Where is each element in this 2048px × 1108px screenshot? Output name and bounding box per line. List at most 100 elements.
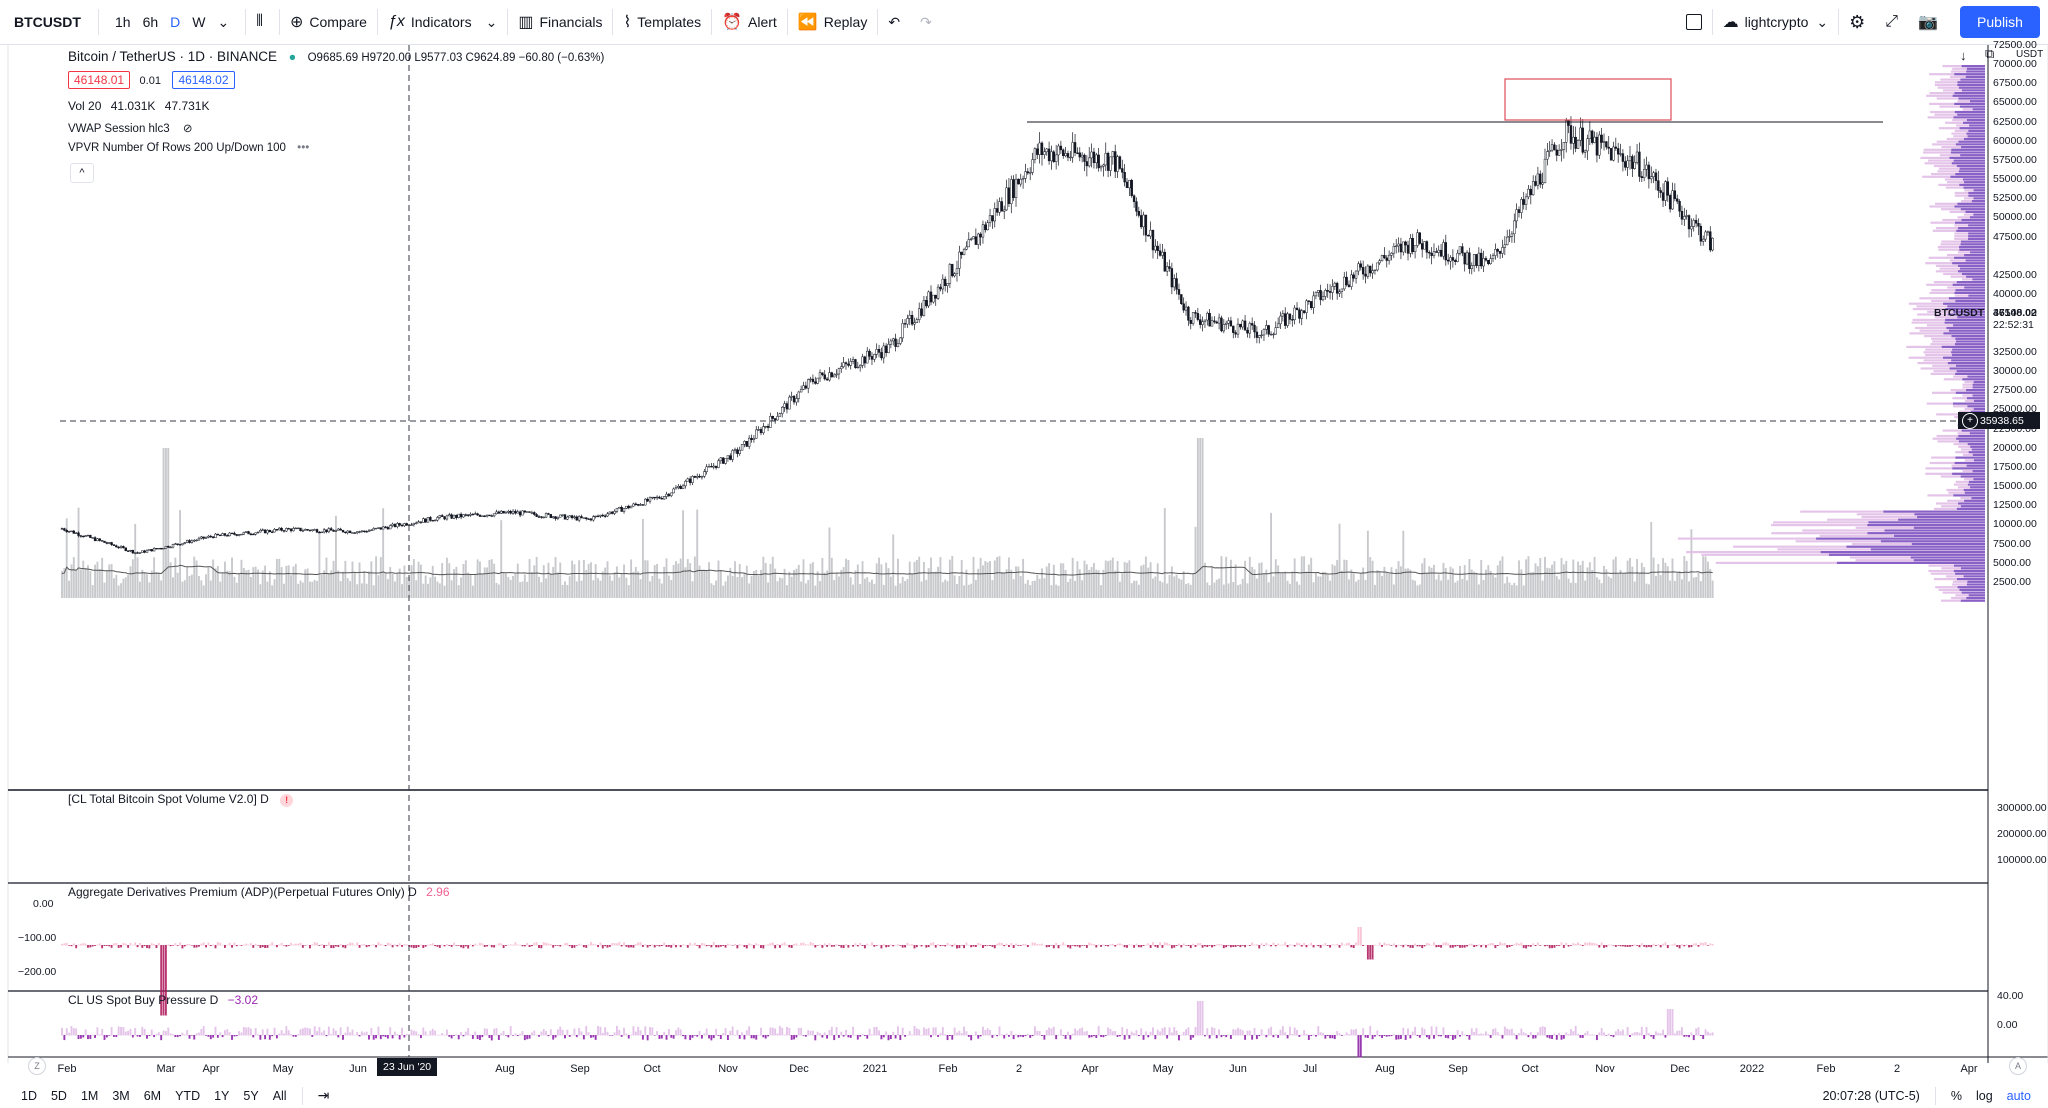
volume-bar [1409, 569, 1412, 598]
indicators-button[interactable]: ƒx Indicators ⌄ [378, 0, 507, 44]
volume-bar [1428, 566, 1431, 598]
timeframe-6h[interactable]: 6h [142, 14, 159, 30]
volume-bar [566, 584, 569, 598]
redo-button[interactable]: ↷ [910, 0, 942, 44]
range-ytd[interactable]: YTD [175, 1088, 201, 1103]
auto-toggle[interactable]: auto [2006, 1088, 2031, 1103]
chevron-down-icon[interactable]: ⌄ [485, 13, 498, 30]
layout-name-button[interactable]: ☁ lightcrypto ⌄ [1713, 0, 1839, 44]
range-1d[interactable]: 1D [21, 1088, 37, 1103]
vpvr-row [1947, 499, 1985, 502]
chevron-down-icon[interactable]: ⌄ [217, 13, 230, 30]
adp-bar [70, 945, 73, 947]
candle [1470, 262, 1473, 275]
buy-pressure-bar [594, 1035, 597, 1040]
drawings[interactable] [1027, 78, 1883, 123]
price-tick-label: 55000.00 [1993, 173, 2037, 186]
buy-pressure-bar [1291, 1033, 1294, 1036]
timeframe-w[interactable]: W [192, 14, 206, 30]
clock[interactable]: 20:07:28 (UTC-5) [1822, 1088, 1920, 1103]
buy-pressure-bar [495, 1028, 498, 1036]
log-toggle[interactable]: log [1975, 1088, 1993, 1103]
layout-button[interactable] [1676, 0, 1712, 44]
financials-button[interactable]: ▥ Financials [508, 0, 612, 44]
eye-off-icon[interactable]: ⊘ [182, 123, 193, 135]
range-1y[interactable]: 1Y [214, 1088, 230, 1103]
candle [599, 514, 602, 518]
adp-bar [691, 944, 694, 946]
vpvr-row [1929, 73, 1985, 76]
buy-pressure-bar [554, 1035, 557, 1038]
more-icon[interactable]: ••• [297, 142, 310, 154]
adp-bar [120, 945, 122, 948]
adp-bar [1551, 945, 1554, 949]
publish-button[interactable]: Publish [1960, 6, 2040, 38]
adp-bar [698, 945, 701, 949]
volume-bar [856, 564, 859, 598]
buy-pressure-bar [1534, 1035, 1537, 1039]
adp-bar [1638, 945, 1641, 948]
candle [1007, 177, 1011, 208]
volume-bar [1170, 566, 1173, 598]
adp-bar [693, 942, 696, 946]
auto-scale-icon[interactable]: A [2009, 1057, 2027, 1075]
buy-pressure-bar [729, 1030, 732, 1036]
replay-button[interactable]: ⏪ Replay [788, 0, 878, 44]
undo-button[interactable]: ↶ [878, 0, 910, 44]
candle [1376, 262, 1379, 272]
buy-pressure-bar [965, 1031, 968, 1036]
candle [1010, 175, 1013, 214]
percent-toggle[interactable]: % [1950, 1088, 1962, 1103]
volume-bar [429, 577, 432, 598]
symbol-search[interactable]: BTCUSDT [14, 14, 81, 30]
snapshot-button[interactable]: 📷 [1908, 0, 1948, 44]
candle [1182, 297, 1185, 313]
volume-bar [849, 577, 852, 598]
range-3m[interactable]: 3M [112, 1088, 130, 1103]
goto-date-icon[interactable]: ⇥ [317, 1087, 330, 1103]
timeframe-d[interactable]: D [170, 14, 181, 30]
range-5y[interactable]: 5Y [243, 1088, 259, 1103]
volume-bar [403, 565, 406, 598]
adp-bar [1288, 944, 1291, 946]
volume-bar [814, 585, 817, 598]
volume-bar [715, 580, 718, 598]
volume-bar [1015, 566, 1017, 598]
bid-price[interactable]: 46148.01 [68, 71, 131, 89]
goto-start-icon[interactable]: Z [28, 1057, 46, 1075]
buy-pressure-bar [202, 1026, 205, 1036]
range-1m[interactable]: 1M [80, 1088, 99, 1103]
range-5d[interactable]: 5D [50, 1088, 67, 1103]
alert-button[interactable]: ⏰ Alert [712, 0, 787, 44]
ask-price[interactable]: 46148.02 [172, 71, 235, 89]
range-6m[interactable]: 6M [143, 1088, 162, 1103]
chart-type-button[interactable]: ⫴ [246, 0, 279, 44]
timeframe-1h[interactable]: 1h [115, 14, 131, 30]
symbol-title[interactable]: Bitcoin / TetherUS · 1D · BINANCE [68, 49, 278, 64]
compare-button[interactable]: ⊕ Compare [280, 0, 377, 44]
restore-icon[interactable]: ⧉ [1985, 46, 1995, 61]
range-all[interactable]: All [272, 1088, 287, 1103]
scroll-down-icon[interactable]: ↓ [1960, 48, 1967, 63]
fullscreen-button[interactable]: ⤢ [1875, 0, 1908, 44]
chart-canvas[interactable] [0, 45, 2048, 1108]
buy-pressure-bar [1078, 1028, 1081, 1036]
candle [1489, 254, 1492, 265]
add-alert-icon[interactable]: + [1962, 413, 1978, 429]
buy-pressure-bar [1454, 1035, 1457, 1039]
templates-button[interactable]: ⌇ Templates [613, 0, 711, 44]
vpvr-row [1946, 575, 1985, 578]
highlight-rectangle[interactable] [1504, 78, 1672, 121]
adp-bar [1267, 944, 1270, 946]
time-tick-label: Dec [1670, 1063, 1690, 1075]
collapse-legend-button[interactable]: ^ [70, 163, 94, 183]
settings-button[interactable]: ⚙ [1839, 0, 1875, 44]
volume-bar [410, 565, 413, 598]
candle [1357, 261, 1360, 276]
buy-pressure-bar [615, 1025, 618, 1036]
chevron-down-icon[interactable]: ⌄ [1816, 13, 1829, 30]
warning-icon[interactable]: ! [280, 794, 294, 807]
volume-bar [1017, 566, 1020, 598]
buy-pressure-bar [1468, 1035, 1471, 1040]
adp-bar [84, 943, 87, 946]
